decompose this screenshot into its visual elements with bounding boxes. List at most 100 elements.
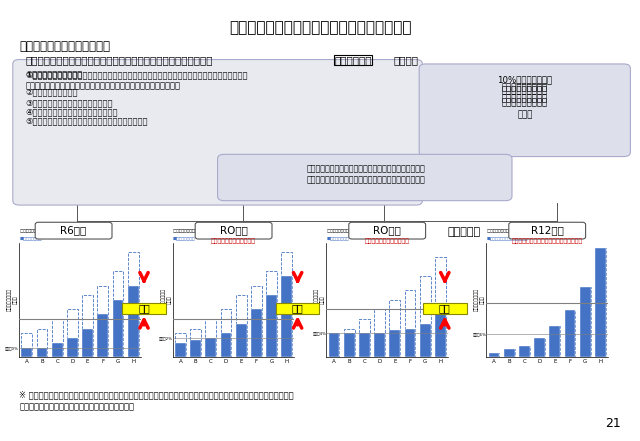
Text: ■＝所定外の勤務時間に見合う手当: ■＝所定外の勤務時間に見合う手当 (486, 236, 528, 240)
Text: ①いわゆる「３分類」の厳格化及び外部対応・事務作業・福祉的な対応・部活動等について更なる
　縮減・首長部局や地域への移行による授業以外の時間の抜本的縮減: ①いわゆる「３分類」の厳格化及び外部対応・事務作業・福祉的な対応・部活動等につい… (26, 71, 248, 91)
Text: ①いわゆる「３分類」の: ①いわゆる「３分類」の (26, 71, 83, 79)
Bar (36, 329, 47, 357)
Text: 10%に達する際に、
所定外の勤務時間に
見合う手当への移行
を検討: 10%に達する際に、 所定外の勤務時間に 見合う手当への移行 を検討 (497, 75, 552, 120)
Text: ④長期休暇を取得できるような環境整備: ④長期休暇を取得できるような環境整備 (26, 107, 118, 116)
Bar (519, 345, 530, 357)
Bar (374, 310, 385, 357)
Text: 移行による影響に留意する観点から、業務負担に応じた
メリハリのある新たな調整手当の枠組みも併せて検討。: 移行による影響に留意する観点から、業務負担に応じた メリハリのある新たな調整手当… (307, 164, 426, 185)
Bar (595, 248, 605, 357)
Bar (236, 324, 246, 357)
Bar (404, 290, 415, 357)
Bar (52, 319, 63, 357)
Bar (83, 295, 93, 357)
Text: ＜段階的引上げのイメージ＞: ＜段階的引上げのイメージ＞ (19, 40, 110, 52)
Bar (359, 319, 370, 357)
Bar (251, 286, 262, 357)
Bar (221, 310, 231, 357)
Bar (390, 330, 400, 357)
Text: ③校務ＤＸの加速化による業務の縮減: ③校務ＤＸの加速化による業務の縮減 (26, 98, 113, 107)
Text: 確認: 確認 (292, 303, 303, 313)
Bar (266, 295, 277, 357)
Text: を行う。: を行う。 (394, 55, 419, 65)
Bar (282, 276, 292, 357)
Text: 所定外の勤務時間に
見合う手当への移行: 所定外の勤務時間に 見合う手当への移行 (502, 84, 548, 103)
Bar (67, 338, 77, 357)
Bar (67, 310, 77, 357)
Bar (595, 248, 605, 357)
Bar (97, 286, 108, 357)
Bar (420, 276, 431, 357)
Bar (83, 329, 93, 357)
Bar (128, 286, 138, 357)
Bar (519, 345, 530, 357)
Text: 確認: 確認 (138, 303, 150, 313)
Bar (282, 252, 292, 357)
Bar (504, 349, 515, 357)
Text: 働き方改革の進捗と調整額引上げのイメージ: 働き方改革の進捗と調整額引上げのイメージ (228, 20, 412, 35)
Text: （調整額の段階的引上げ）: （調整額の段階的引上げ） (365, 238, 410, 244)
Bar (251, 310, 262, 357)
Text: R6年度: R6年度 (60, 226, 87, 235)
Bar (97, 314, 108, 357)
Bar (534, 338, 545, 357)
Text: ・・・・・: ・・・・・ (447, 227, 481, 237)
Bar (550, 326, 560, 357)
Bar (344, 333, 355, 357)
Bar (190, 340, 201, 357)
Bar (359, 333, 370, 357)
Bar (489, 353, 499, 357)
Bar (36, 348, 47, 357)
Text: ②勤務時間管理の徹底: ②勤務時間管理の徹底 (26, 88, 78, 97)
Text: □＝時間外在校等時間: □＝時間外在校等時間 (486, 229, 514, 233)
Bar (435, 257, 445, 357)
Text: 一定期間ごとに以下のような働き方改革の進捗を確認した上で、: 一定期間ごとに以下のような働き方改革の進捗を確認した上で、 (26, 55, 213, 65)
Bar (564, 310, 575, 357)
Text: 確認: 確認 (439, 303, 451, 313)
Text: （所定外の勤務時間に見合う手当に移行）: （所定外の勤務時間に見合う手当に移行） (511, 238, 583, 244)
Text: □＝時間外在校等時間: □＝時間外在校等時間 (173, 229, 200, 233)
Bar (550, 326, 560, 357)
Bar (113, 271, 124, 357)
Bar (404, 329, 415, 357)
Text: ■＝調整額の水準: ■＝調整額の水準 (19, 236, 42, 240)
Text: RO年度: RO年度 (373, 226, 401, 235)
Bar (190, 329, 201, 357)
Y-axis label: 時間外在校等時間
（月）: 時間外在校等時間 （月） (474, 288, 485, 311)
Bar (504, 349, 515, 357)
Bar (374, 333, 385, 357)
Bar (580, 287, 591, 357)
Text: 21: 21 (605, 417, 621, 430)
Text: 引上げの決定: 引上げの決定 (334, 55, 372, 65)
Y-axis label: 時間外在校等時間
（月）: 時間外在校等時間 （月） (314, 288, 325, 311)
Text: 調整額4%: 調整額4% (312, 331, 326, 335)
Text: ⑤これら取組の結果としての時間外在校等時間の縮減: ⑤これら取組の結果としての時間外在校等時間の縮減 (26, 116, 148, 125)
Bar (390, 300, 400, 357)
Text: ■＝調整額の水準: ■＝調整額の水準 (173, 236, 195, 240)
Bar (22, 333, 32, 357)
Bar (175, 343, 186, 357)
Y-axis label: 時間外在校等時間
（月）: 時間外在校等時間 （月） (7, 288, 18, 311)
Text: RO年度: RO年度 (220, 226, 248, 235)
Bar (564, 310, 575, 357)
Bar (580, 287, 591, 357)
Bar (534, 338, 545, 357)
Bar (236, 295, 246, 357)
Bar (52, 343, 63, 357)
Bar (221, 333, 231, 357)
Text: 調整額6%: 調整額6% (472, 332, 486, 336)
Y-axis label: 時間外在校等時間
（月）: 時間外在校等時間 （月） (161, 288, 172, 311)
Bar (344, 329, 355, 357)
Bar (22, 348, 32, 357)
Bar (329, 333, 339, 357)
Bar (489, 353, 499, 357)
Text: 調整額2%: 調整額2% (159, 336, 173, 340)
Bar (113, 300, 124, 357)
Text: □＝時間外在校等時間: □＝時間外在校等時間 (19, 229, 47, 233)
Bar (266, 271, 277, 357)
Bar (435, 314, 445, 357)
Text: ※ 働き方改革が進捗せず引上げが行われないこととなった場合は、その時点で原因を検証し、外部人材の配置等その他の
　より有効な手段に財源を振り向けることとする。: ※ 働き方改革が進捗せず引上げが行われないこととなった場合は、その時点で原因を検… (19, 390, 294, 412)
Text: 調整額0%: 調整額0% (5, 346, 19, 350)
Text: □＝時間外在校等時間: □＝時間外在校等時間 (326, 229, 354, 233)
Text: R12年度: R12年度 (531, 226, 564, 235)
Text: ■＝調整額の水準: ■＝調整額の水準 (326, 236, 349, 240)
